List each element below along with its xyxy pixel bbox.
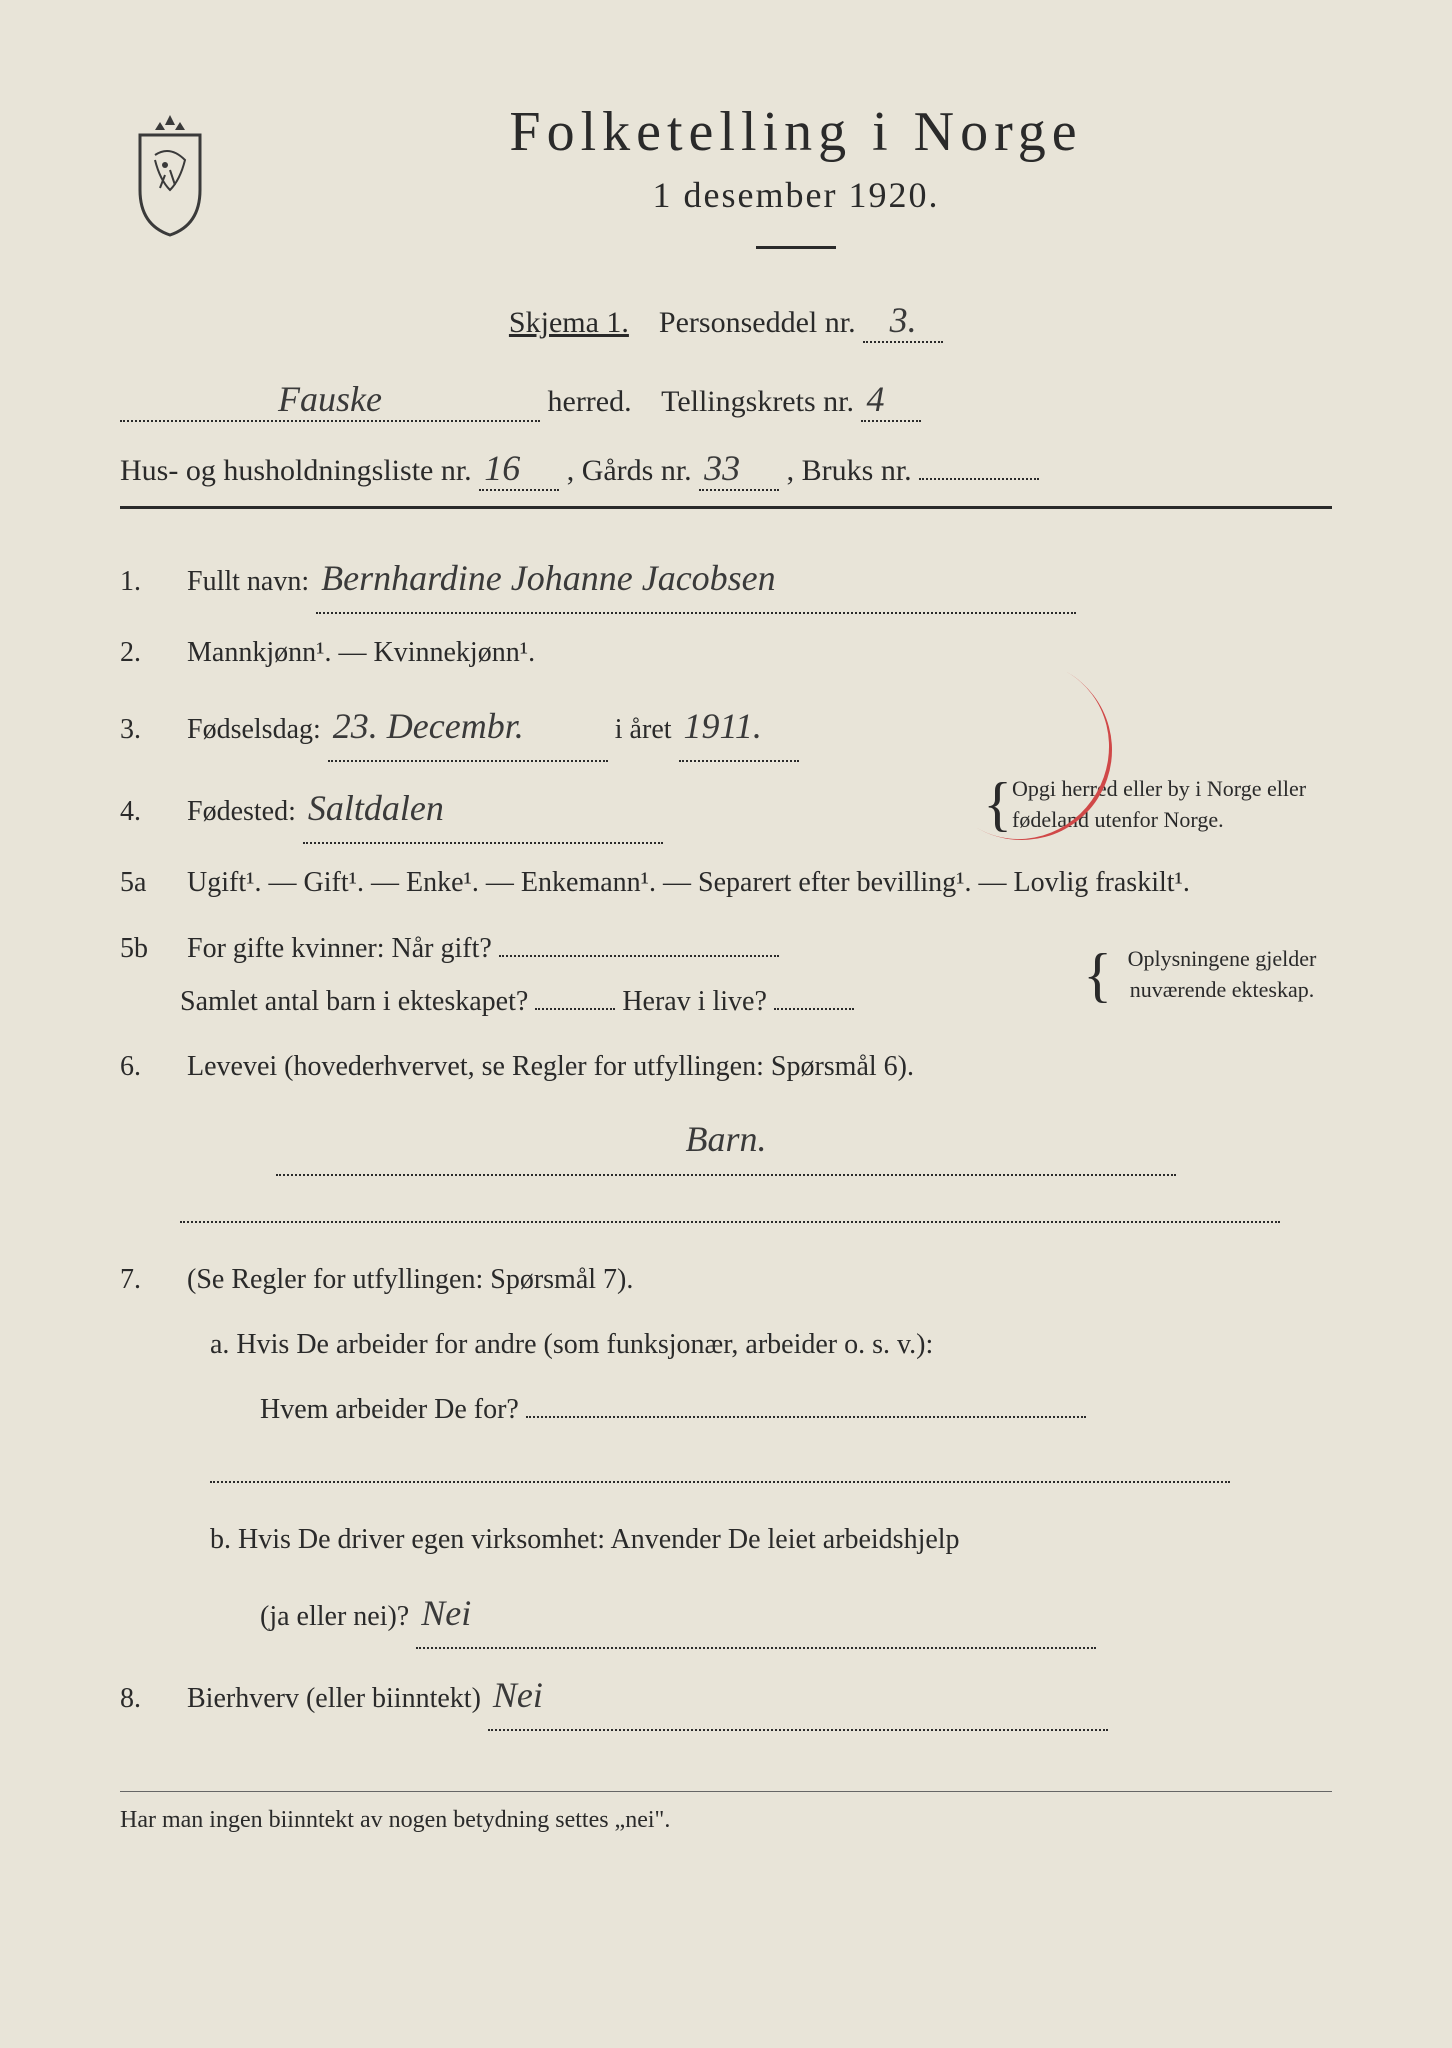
q1-num: 1.	[120, 555, 180, 608]
footnote-divider	[120, 1791, 1332, 1792]
hus-val2: 33	[699, 447, 779, 491]
q5a-label: Ugift¹. — Gift¹. — Enke¹. — Enkemann¹. —…	[187, 867, 1190, 898]
footnote: Har man ingen biinntekt av nogen betydni…	[120, 1807, 1332, 1834]
q4-note: Opgi herred eller by i Norge eller fødel…	[1012, 774, 1332, 836]
herred-label: herred.	[548, 385, 632, 418]
header-divider	[120, 506, 1332, 509]
q5b-num: 5b	[120, 922, 180, 975]
q2-label: Mannkjønn¹. — Kvinnekjønn¹.	[187, 637, 535, 668]
skjema-label: Skjema 1.	[509, 306, 629, 339]
q7b-q: (ja eller nei)?	[260, 1601, 409, 1632]
q2-num: 2.	[120, 626, 180, 679]
herred-name: Fauske	[120, 378, 540, 422]
hus-label2: , Gårds nr.	[567, 454, 692, 487]
q5b-val2	[535, 1008, 615, 1010]
q4-num: 4.	[120, 785, 180, 838]
q5b-brace-icon: {	[1083, 945, 1112, 1005]
q5b-label3: Herav i live?	[622, 986, 767, 1017]
q5b-label2: Samlet antal barn i ekteskapet?	[180, 986, 528, 1017]
q7b-label: b. Hvis De driver egen virksomhet: Anven…	[210, 1524, 960, 1555]
q3-label: Fødselsdag:	[187, 714, 321, 745]
q7a-value	[526, 1416, 1086, 1418]
q5b-val3	[774, 1008, 854, 1010]
q6-label: Levevei (hovederhvervet, se Regler for u…	[187, 1051, 914, 1082]
q3-day: 23. Decembr.	[328, 692, 608, 762]
personseddel-nr: 3.	[863, 299, 943, 343]
q5b-val1	[499, 955, 779, 957]
q6-blank	[180, 1221, 1280, 1223]
q1-value: Bernhardine Johanne Jacobsen	[316, 544, 1076, 614]
tellingskrets-nr: 4	[861, 378, 921, 422]
q6-num: 6.	[120, 1040, 180, 1093]
hus-label3: , Bruks nr.	[787, 454, 912, 487]
q7-num: 7.	[120, 1253, 180, 1306]
q7a-q: Hvem arbeider De for?	[260, 1394, 519, 1425]
q3-mid: i året	[615, 714, 672, 745]
q6-value: Barn.	[276, 1105, 1176, 1175]
q5b-note: Oplysningene gjelder nuværende ekteskap.	[1112, 944, 1332, 1006]
q4-value: Saltdalen	[303, 774, 663, 844]
q8-num: 8.	[120, 1672, 180, 1725]
q4-brace-icon: {	[983, 774, 1012, 834]
q3-num: 3.	[120, 703, 180, 756]
q8-label: Bierhverv (eller biinntekt)	[187, 1683, 481, 1714]
q5b-label1: For gifte kvinner: Når gift?	[187, 933, 492, 964]
q7-label: (Se Regler for utfyllingen: Spørsmål 7).	[187, 1264, 633, 1295]
tellingskrets-label: Tellingskrets nr.	[661, 385, 854, 418]
hus-val1: 16	[479, 447, 559, 491]
subtitle: 1 desember 1920.	[260, 174, 1332, 216]
hus-label1: Hus- og husholdningsliste nr.	[120, 454, 472, 487]
q4-label: Fødested:	[187, 796, 296, 827]
coat-of-arms-icon	[120, 110, 220, 240]
q7b-value: Nei	[416, 1579, 1096, 1649]
q7a-blank	[210, 1481, 1230, 1483]
title-divider	[756, 246, 836, 249]
hus-val3	[919, 478, 1039, 480]
personseddel-label: Personseddel nr.	[659, 306, 856, 339]
q1-label: Fullt navn:	[187, 566, 309, 597]
main-title: Folketelling i Norge	[260, 100, 1332, 164]
q3-year: 1911.	[679, 692, 799, 762]
q8-value: Nei	[488, 1661, 1108, 1731]
q5a-num: 5a	[120, 856, 180, 909]
q7a-label: a. Hvis De arbeider for andre (som funks…	[210, 1329, 933, 1360]
